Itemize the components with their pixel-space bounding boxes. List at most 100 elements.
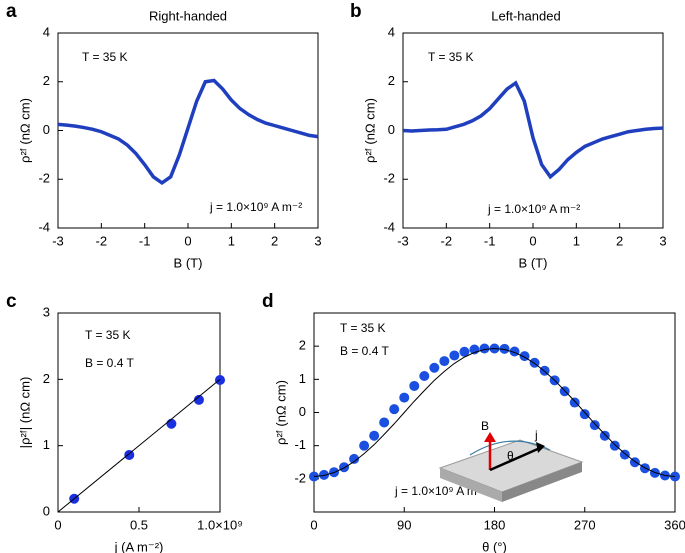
annotation: T = 35 K [428, 50, 473, 64]
inset-slab-side [502, 462, 582, 502]
y-tick-label: 4 [388, 24, 395, 39]
y-tick-label: 2 [43, 371, 50, 386]
data-point [369, 430, 380, 441]
annotation: j = 1.0×10⁹ A m⁻² [394, 484, 487, 498]
data-point [349, 453, 360, 464]
panel-title: Left-handed [491, 8, 560, 23]
data-point [319, 469, 330, 480]
x-tick-label: 1.0×10⁹ [197, 517, 243, 532]
panel-letter: c [6, 291, 17, 312]
x-tick-label: -3 [52, 233, 64, 248]
x-tick-label: 270 [574, 517, 596, 532]
y-tick-label: 3 [43, 304, 50, 319]
x-tick-label: -2 [441, 233, 453, 248]
y-tick-label: 2 [299, 338, 306, 353]
y-tick-label: -2 [38, 171, 50, 186]
x-tick-label: 0.5 [130, 517, 148, 532]
data-point [379, 417, 390, 428]
x-tick-label: -1 [484, 233, 496, 248]
data-point [589, 420, 600, 431]
x-tick-label: 180 [484, 517, 506, 532]
data-point [579, 409, 590, 420]
data-point [215, 374, 225, 385]
x-tick-label: 1 [228, 233, 235, 248]
y-tick-label: 2 [388, 73, 395, 88]
panel-letter: d [262, 291, 274, 312]
data-point [359, 440, 370, 451]
annotation: B = 0.4 T [340, 344, 389, 358]
panel-letter: a [6, 1, 17, 22]
data-point [124, 449, 135, 460]
x-tick-label: 0 [310, 517, 317, 532]
data-point [339, 462, 350, 473]
data-point [499, 343, 510, 354]
inset-j-arrow [489, 446, 541, 472]
y-axis-label: ρ²ᶠ (nΩ cm) [273, 380, 288, 445]
x-tick-label: 0 [529, 233, 536, 248]
y-tick-label: -4 [38, 219, 50, 234]
data-point [429, 362, 440, 373]
data-point [419, 371, 430, 382]
y-tick-label: -1 [294, 437, 306, 452]
annotation: j = 1.0×10⁹ A m⁻² [487, 202, 580, 216]
data-point [389, 404, 400, 415]
y-tick-label: 0 [388, 122, 395, 137]
inset-slab-side [440, 468, 502, 502]
y-tick-label: 0 [43, 122, 50, 137]
inset-label: θ [507, 449, 514, 463]
annotation: j = 1.0×10⁹ A m⁻² [209, 200, 302, 214]
x-tick-label: 90 [397, 517, 411, 532]
y-axis-label: ρ²ᶠ (nΩ cm) [17, 98, 32, 163]
panel-title: Right-handed [149, 8, 227, 23]
annotation: B = 0.4 T [85, 356, 134, 370]
annotation: T = 35 K [340, 321, 385, 335]
data-point [399, 392, 410, 403]
data-point [166, 418, 177, 429]
inset-j-head [536, 442, 545, 453]
data-line [402, 80, 664, 180]
x-tick-label: -3 [397, 233, 409, 248]
x-tick-label: -2 [96, 233, 108, 248]
data-point [459, 346, 470, 357]
x-tick-label: 0 [184, 233, 191, 248]
y-tick-label: 1 [299, 371, 306, 386]
inset-label: j [534, 428, 538, 442]
x-axis-label: j (A m⁻²) [114, 539, 164, 553]
data-line [57, 78, 319, 186]
x-tick-label: 2 [271, 233, 278, 248]
y-tick-label: 0 [43, 503, 50, 518]
x-tick-label: 3 [314, 233, 321, 248]
data-point [609, 440, 620, 451]
fit-line [57, 378, 221, 513]
annotation: T = 35 K [82, 50, 127, 64]
y-tick-label: 0 [299, 404, 306, 419]
y-tick-label: 4 [43, 24, 50, 39]
x-tick-label: 0 [54, 517, 61, 532]
inset-diagram [438, 432, 584, 502]
y-tick-label: -4 [383, 219, 395, 234]
data-point [409, 380, 420, 391]
y-tick-label: -2 [294, 470, 306, 485]
annotation: T = 35 K [85, 328, 130, 342]
data-point [479, 343, 490, 354]
data-point [599, 430, 610, 441]
x-tick-label: 360 [664, 517, 685, 532]
inset-label: B [481, 419, 489, 433]
data-point [439, 356, 450, 367]
x-tick-label: 2 [616, 233, 623, 248]
x-tick-label: 3 [659, 233, 666, 248]
data-point [449, 350, 460, 361]
data-point [569, 397, 580, 408]
fit-line [313, 347, 676, 478]
y-axis-label: |ρ²ᶠ| (nΩ cm) [17, 377, 32, 449]
x-tick-label: -1 [139, 233, 151, 248]
data-point [193, 394, 204, 405]
y-tick-label: -2 [383, 171, 395, 186]
inset-b-head [484, 432, 496, 442]
x-axis-label: B (T) [174, 255, 203, 270]
y-tick-label: 2 [43, 73, 50, 88]
x-tick-label: 1 [573, 233, 580, 248]
x-axis-label: B (T) [519, 255, 548, 270]
x-axis-label: θ (°) [482, 539, 507, 553]
